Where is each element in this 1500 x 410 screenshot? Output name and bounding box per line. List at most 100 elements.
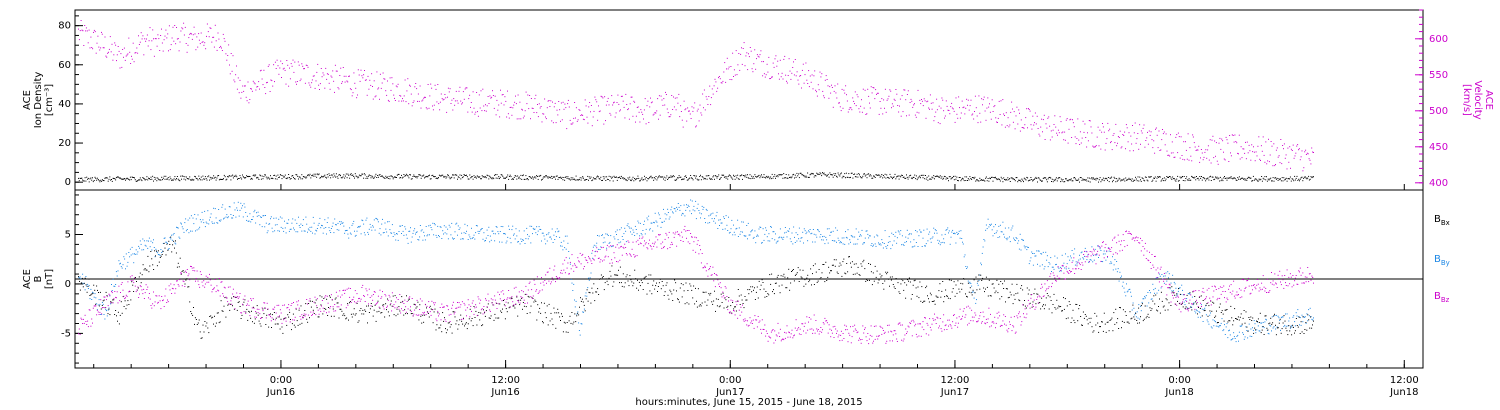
- density-point: [1046, 179, 1048, 181]
- density-point: [566, 177, 568, 179]
- velocity-point: [1166, 150, 1168, 152]
- density-point: [801, 174, 803, 176]
- density-point: [1252, 175, 1254, 177]
- by-point: [778, 237, 780, 239]
- by-point: [1195, 312, 1197, 314]
- velocity-point: [177, 38, 179, 40]
- by-point: [716, 211, 718, 213]
- velocity-point: [1023, 127, 1025, 129]
- density-point: [701, 176, 703, 178]
- density-point: [632, 176, 634, 178]
- velocity-point: [827, 85, 829, 87]
- density-point: [619, 176, 621, 178]
- density-point: [611, 176, 613, 178]
- by-point: [187, 219, 189, 221]
- by-point: [695, 200, 697, 202]
- density-point: [286, 178, 288, 180]
- by-point: [702, 208, 704, 210]
- by-point: [330, 232, 332, 233]
- by-point: [684, 215, 686, 217]
- velocity-point: [1098, 145, 1100, 147]
- by-point: [668, 218, 670, 220]
- by-point: [132, 253, 134, 255]
- by-point: [1041, 253, 1043, 255]
- density-point: [731, 177, 733, 179]
- velocity-point: [260, 69, 262, 71]
- velocity-point: [918, 112, 920, 114]
- density-point: [129, 176, 131, 178]
- by-point: [1202, 321, 1204, 322]
- density-point: [1196, 178, 1198, 180]
- density-point: [304, 176, 306, 178]
- velocity-point: [570, 123, 572, 125]
- velocity-point: [214, 24, 216, 26]
- velocity-point: [381, 82, 383, 84]
- density-point: [363, 177, 365, 179]
- bx-point: [300, 305, 302, 307]
- by-point: [700, 217, 701, 219]
- by-point: [1009, 236, 1010, 238]
- by-point: [949, 243, 951, 245]
- by-point: [1064, 267, 1066, 269]
- velocity-point: [848, 108, 850, 110]
- velocity-point: [300, 78, 302, 80]
- density-point: [796, 172, 798, 174]
- velocity-point: [1049, 139, 1051, 141]
- density-point: [749, 174, 751, 176]
- by-point: [370, 226, 372, 228]
- velocity-point: [802, 63, 804, 65]
- by-point: [363, 232, 365, 234]
- by-point: [189, 217, 191, 219]
- density-point: [1069, 179, 1071, 181]
- velocity-point: [184, 26, 186, 28]
- velocity-point: [424, 96, 426, 98]
- density-point: [723, 174, 725, 176]
- density-point: [377, 175, 379, 176]
- by-point: [1294, 325, 1296, 327]
- density-point: [1239, 179, 1241, 180]
- velocity-point: [1190, 155, 1192, 157]
- by-point: [273, 217, 275, 219]
- density-point: [822, 173, 824, 175]
- velocity-point: [767, 71, 769, 73]
- velocity-point: [552, 122, 554, 124]
- velocity-point: [102, 47, 104, 49]
- density-point: [756, 176, 758, 178]
- by-point: [709, 214, 711, 216]
- by-point: [1135, 312, 1136, 314]
- velocity-point: [164, 35, 166, 37]
- density-point: [568, 178, 570, 180]
- velocity-point: [748, 56, 750, 58]
- density-point: [538, 175, 540, 177]
- bx-point: [268, 326, 270, 328]
- velocity-point: [775, 55, 777, 57]
- density-point: [541, 178, 543, 180]
- velocity-point: [867, 88, 869, 90]
- velocity-point: [183, 34, 185, 36]
- legend-bx: BBx: [1434, 214, 1450, 227]
- velocity-point: [439, 109, 441, 111]
- velocity-point: [1281, 163, 1283, 165]
- density-point: [103, 180, 105, 182]
- velocity-point: [357, 69, 359, 71]
- density-point: [275, 175, 277, 177]
- density-point: [130, 179, 132, 181]
- by-point: [867, 233, 869, 235]
- by-point: [387, 221, 388, 223]
- by-point: [1041, 264, 1043, 266]
- velocity-point: [694, 102, 696, 104]
- by-point: [989, 224, 991, 226]
- velocity-point: [995, 117, 997, 119]
- density-point: [1141, 177, 1143, 179]
- density-point: [889, 173, 891, 175]
- density-point: [516, 178, 518, 180]
- bx-point: [104, 307, 106, 309]
- density-point: [591, 180, 593, 182]
- by-point: [1150, 298, 1152, 300]
- velocity-point: [511, 114, 513, 116]
- by-point: [1186, 298, 1188, 299]
- velocity-point: [1225, 136, 1227, 138]
- density-point: [948, 176, 950, 178]
- by-point: [477, 230, 479, 232]
- velocity-point: [123, 47, 125, 49]
